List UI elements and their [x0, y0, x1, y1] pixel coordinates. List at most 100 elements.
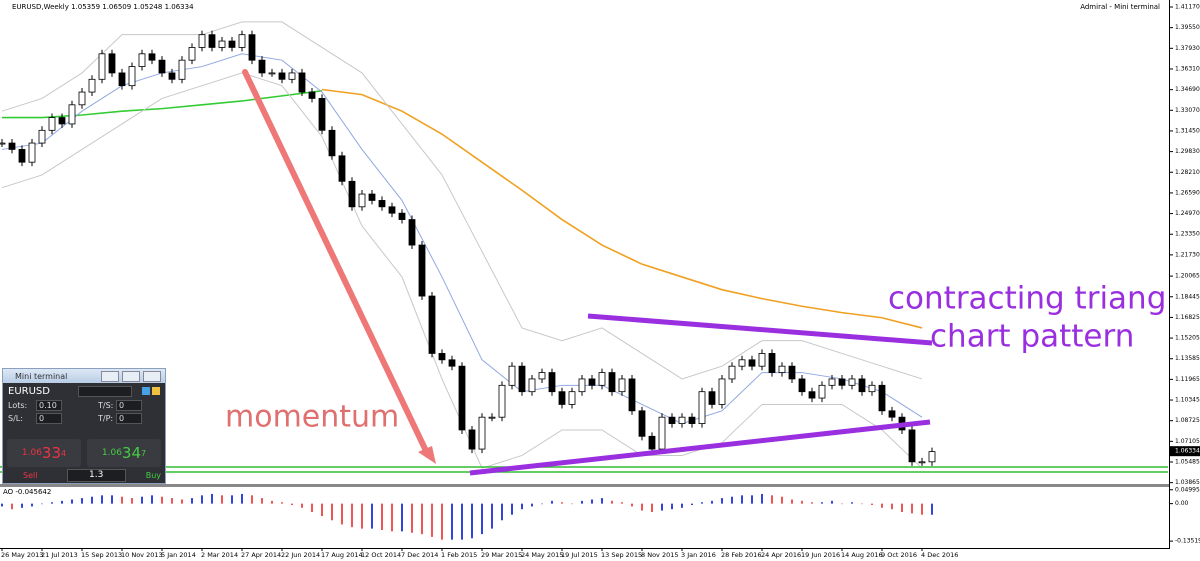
close[interactable] [143, 371, 161, 382]
y-tick-label: 1.31450 [1175, 127, 1200, 134]
maximize[interactable] [122, 371, 140, 382]
ao-bar [321, 503, 323, 517]
label: S/L: [8, 414, 23, 423]
ao-bar [841, 503, 843, 505]
settings[interactable] [142, 387, 150, 395]
ao-bar [361, 503, 363, 529]
minimize[interactable] [101, 371, 119, 382]
ao-bar [881, 503, 883, 508]
ao-bar [171, 498, 173, 504]
y-tick-label: 1.05485 [1175, 459, 1200, 466]
candle [698, 391, 706, 424]
ao-bar [221, 495, 223, 504]
candle [58, 117, 66, 125]
candle [258, 59, 266, 74]
y-tick-label: 1.41170 [1175, 4, 1200, 11]
candle [108, 53, 116, 74]
ao-bar [231, 495, 233, 504]
ao-bar [21, 503, 23, 508]
sell-button[interactable]: Sell [23, 470, 38, 480]
candle [298, 72, 306, 93]
last-price: 1.06334 [1175, 448, 1200, 455]
buy-price[interactable]: 1.06 34 7 [87, 439, 161, 467]
lots[interactable]: 0.10 [36, 400, 62, 411]
symbol-field[interactable] [78, 385, 132, 397]
volume[interactable]: 1.3 [66, 468, 126, 482]
candle [128, 66, 136, 87]
x-tick-label: 19 Jul 2015 [561, 551, 598, 559]
candle [8, 142, 16, 150]
candle [678, 416, 686, 424]
ao-bar [291, 503, 293, 506]
sl[interactable]: 0 [36, 413, 62, 424]
y-tick-label: 1.07105 [1175, 438, 1200, 445]
ao-bar [901, 503, 903, 512]
ao-bar [521, 503, 523, 510]
ao-bar [111, 495, 113, 504]
y-tick-label: 1.15205 [1175, 335, 1200, 342]
ao-bar [531, 503, 533, 507]
arrow-head [418, 446, 436, 464]
ao-bar [651, 503, 653, 512]
candle [18, 149, 26, 163]
options[interactable] [152, 387, 160, 395]
ao-bar [201, 495, 203, 504]
candle [858, 378, 866, 393]
label: T/P: [98, 414, 114, 423]
candle [78, 91, 86, 106]
ao-bar [751, 495, 753, 504]
x-tick-label: 24 May 2015 [521, 551, 563, 559]
ao-bar [551, 500, 553, 504]
y-tick-label: 1.33070 [1175, 107, 1200, 114]
ao-bar [161, 496, 163, 504]
ao-bar [401, 503, 403, 532]
candle [748, 359, 756, 367]
candle [638, 410, 646, 437]
ao-bar [351, 503, 353, 528]
y-tick-label: 1.21730 [1175, 251, 1200, 258]
symbol-row: EURUSD [3, 383, 165, 399]
candle [348, 180, 356, 208]
candle [48, 117, 56, 131]
candle [218, 40, 226, 48]
candle [558, 391, 566, 405]
ao-bar [791, 499, 793, 504]
candle [278, 72, 286, 80]
last-price-box [1170, 446, 1200, 457]
candle [588, 378, 596, 386]
buy-button[interactable]: Buy [145, 470, 161, 480]
ao-bar [421, 503, 423, 535]
sell-price[interactable]: 1.06 33 4 [7, 439, 81, 467]
x-tick-label: 1 Feb 2015 [441, 551, 477, 559]
ao-bar [801, 500, 803, 504]
ts[interactable]: 0 [116, 400, 142, 411]
candle [208, 34, 216, 48]
x-tick-label: 10 Nov 2013 [121, 551, 163, 559]
ao-bar [701, 502, 703, 504]
candle [188, 47, 196, 61]
axis-background [1170, 0, 1200, 561]
x-tick-label: 27 Apr 2014 [241, 551, 281, 559]
candle [418, 244, 426, 297]
row: Lots: 0.10 T/S: 0 [3, 399, 165, 412]
y-tick-label: 1.16825 [1175, 314, 1200, 321]
candle [68, 104, 76, 125]
candle [0, 142, 6, 145]
y-tick-label: 0.00 [1175, 500, 1189, 507]
candle [438, 353, 446, 361]
tp[interactable]: 0 [116, 413, 142, 424]
candle [768, 353, 776, 373]
price: 33 [41, 444, 62, 462]
candle [308, 91, 316, 99]
candle [828, 378, 836, 386]
candle [728, 365, 736, 380]
ao-bar [91, 496, 93, 504]
ao-bar [771, 495, 773, 504]
y-tick-label: 1.37930 [1175, 45, 1200, 52]
ao-bar [641, 503, 643, 511]
x-tick-label: 9 Oct 2016 [881, 551, 917, 559]
y-tick-label: 1.13585 [1175, 355, 1200, 362]
annotation: momentum [225, 400, 399, 435]
ao-bar [851, 502, 853, 504]
